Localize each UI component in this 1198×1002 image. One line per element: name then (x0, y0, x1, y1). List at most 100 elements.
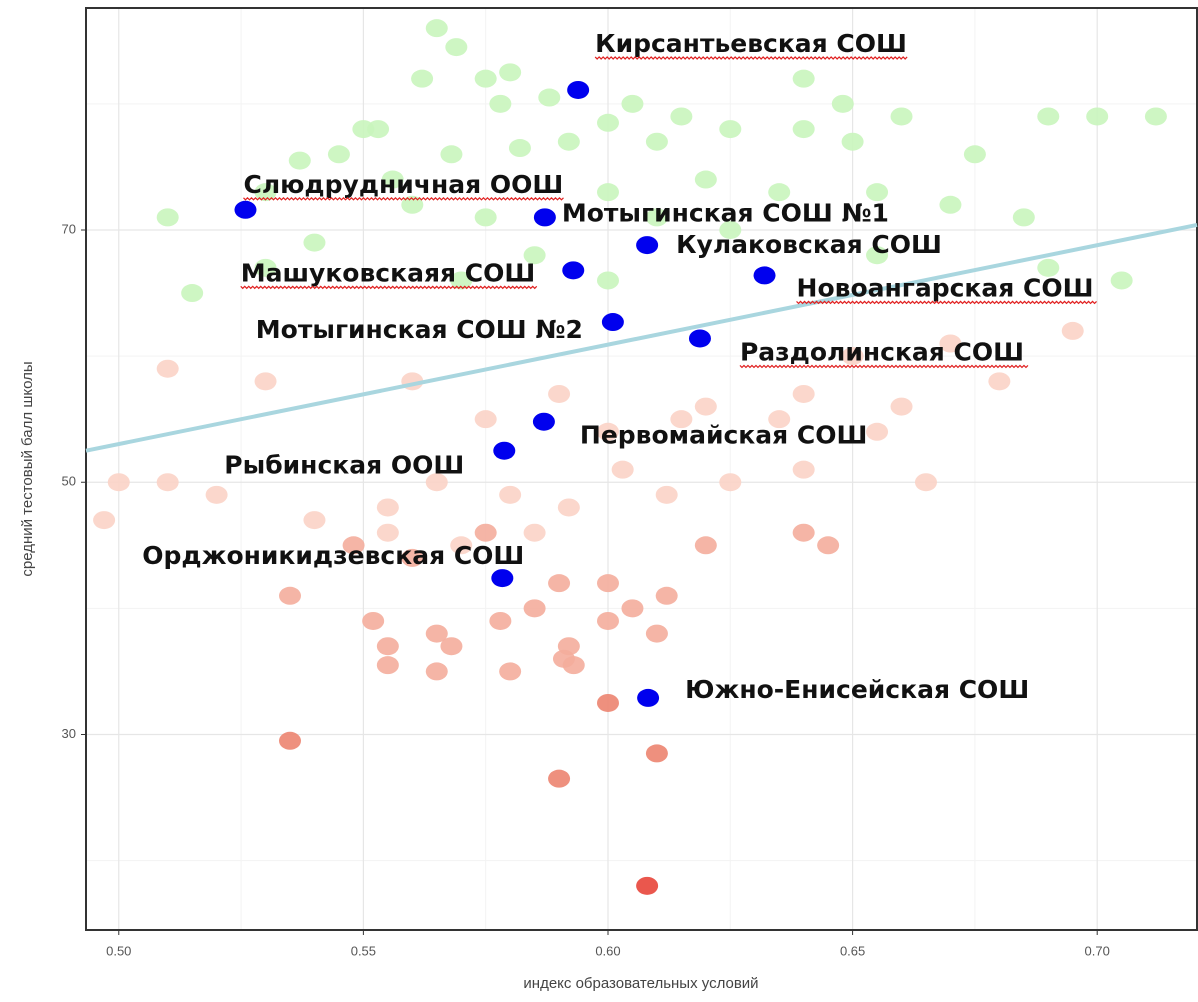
point (474, 523, 497, 542)
point (376, 637, 399, 656)
point (670, 107, 693, 126)
point (491, 569, 514, 588)
point (254, 372, 277, 391)
point (342, 536, 365, 555)
x-tick-label: 0.60 (595, 943, 620, 958)
point (376, 656, 399, 675)
point (532, 412, 555, 431)
point (499, 662, 522, 681)
point (596, 574, 619, 593)
point (548, 574, 571, 593)
point (719, 120, 742, 139)
point (562, 656, 585, 675)
point-label: Первомайская СОШ (580, 421, 868, 450)
y-tick-label: 30 (62, 726, 76, 741)
point-label: Машуковскаяя СОШ (241, 258, 536, 287)
point (107, 473, 130, 492)
point (499, 485, 522, 504)
point (841, 347, 864, 366)
point (601, 313, 624, 332)
point (425, 624, 448, 643)
point (719, 220, 742, 239)
point (636, 236, 659, 255)
point (425, 473, 448, 492)
point (327, 145, 350, 164)
point (817, 536, 840, 555)
point (792, 460, 815, 479)
point-label: Слюдрудничная ООШ (243, 170, 563, 199)
point (567, 80, 590, 99)
point (425, 662, 448, 681)
point (988, 372, 1011, 391)
point (719, 473, 742, 492)
x-tick-label: 0.70 (1085, 943, 1110, 958)
point (548, 769, 571, 788)
x-tick-label: 0.50 (106, 943, 131, 958)
point-label: Кирсантьевская СОШ (595, 29, 907, 58)
point (303, 233, 326, 252)
point (768, 410, 791, 429)
point (489, 611, 512, 630)
point (533, 208, 556, 227)
y-axis-title: средний тестовый балл школы (19, 361, 36, 576)
point (1110, 271, 1133, 290)
point (303, 511, 326, 530)
point-label: Рыбинская ООШ (224, 451, 464, 480)
point (523, 523, 546, 542)
point (655, 485, 678, 504)
point (425, 19, 448, 38)
point (596, 271, 619, 290)
point (1037, 258, 1060, 277)
point (1086, 107, 1109, 126)
point (489, 94, 512, 113)
point (279, 586, 302, 605)
point (254, 258, 277, 277)
point (645, 132, 668, 151)
point (381, 170, 404, 189)
spell-underline (739, 364, 1029, 369)
point (637, 688, 660, 707)
point (234, 200, 257, 219)
y-tick-label: 70 (62, 221, 76, 236)
point-label: Новоангарская СОШ (797, 273, 1094, 302)
plot-frame (85, 7, 1198, 931)
point (523, 599, 546, 618)
point (279, 731, 302, 750)
point (450, 271, 473, 290)
point (596, 422, 619, 441)
x-tick-label: 0.65 (840, 943, 865, 958)
point (440, 145, 463, 164)
point (596, 611, 619, 630)
point (557, 498, 580, 517)
spell-underline (796, 300, 1097, 305)
point (694, 170, 717, 189)
point (596, 113, 619, 132)
point (205, 485, 228, 504)
point (792, 69, 815, 88)
point (474, 69, 497, 88)
x-axis-title: индекс образовательных условий (523, 975, 758, 992)
point (156, 208, 179, 227)
point (181, 284, 204, 303)
point (645, 208, 668, 227)
point (1144, 107, 1167, 126)
point (367, 120, 390, 139)
spell-underline (594, 56, 908, 60)
point (450, 536, 473, 555)
point (636, 876, 659, 895)
point (362, 611, 385, 630)
point (621, 599, 644, 618)
point (753, 266, 776, 285)
point-label: Раздолинская СОШ (740, 337, 1024, 366)
point-label: Мотыгинская СОШ №1 (562, 198, 889, 227)
point (792, 523, 815, 542)
point (939, 334, 962, 353)
point (866, 246, 889, 265)
point (866, 422, 889, 441)
point-label: Мотыгинская СОШ №2 (256, 315, 583, 344)
point (611, 460, 634, 479)
point (890, 107, 913, 126)
point (694, 536, 717, 555)
point (939, 195, 962, 214)
point-label: Кулаковская СОШ (676, 230, 942, 259)
